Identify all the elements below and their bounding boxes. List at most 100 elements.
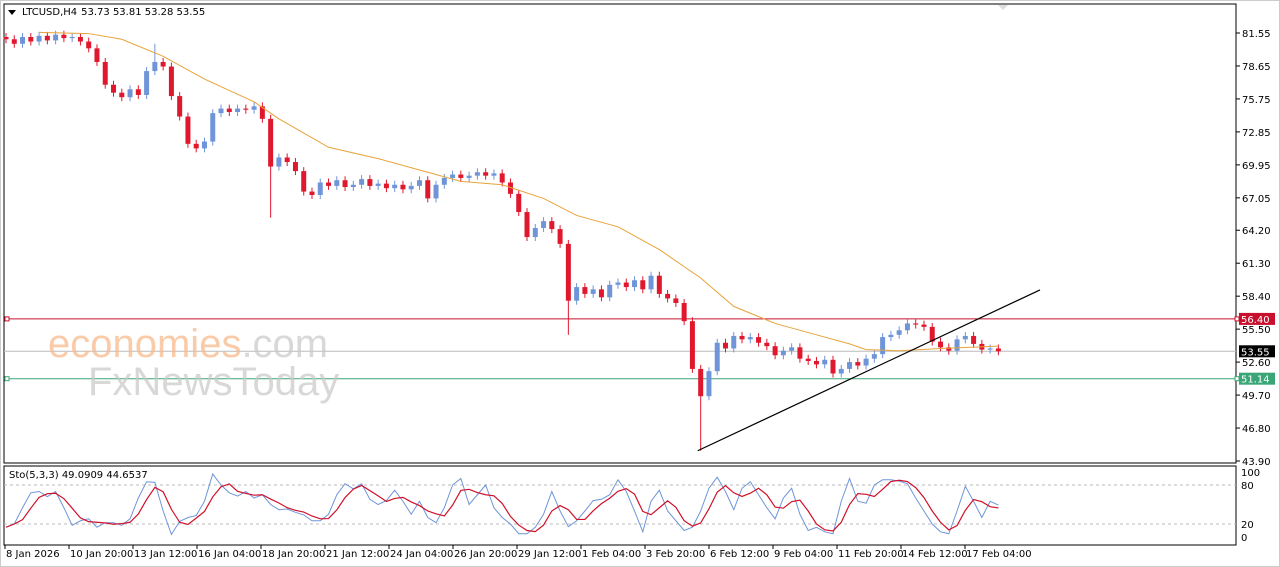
time-label: 21 Jan 12:00	[326, 549, 389, 560]
candle-body	[921, 324, 927, 327]
candle-body	[557, 229, 563, 244]
candle-body	[880, 337, 886, 355]
candle-body	[350, 184, 356, 188]
candle-body	[987, 348, 993, 350]
price-tick-label: 58.40	[1242, 292, 1271, 303]
candle-body	[152, 61, 158, 72]
candle-body	[772, 346, 778, 356]
candle-body	[127, 89, 133, 98]
resistance-price-badge	[1239, 312, 1275, 325]
stoch-axis-label: 80	[1241, 481, 1254, 492]
price-tick-label: 64.20	[1242, 226, 1271, 237]
candle-body	[375, 183, 381, 186]
time-label: 26 Jan 20:00	[454, 549, 517, 560]
candle-body	[466, 175, 472, 178]
collapse-triangle-icon[interactable]	[8, 10, 16, 15]
resistance-handle	[4, 316, 10, 322]
candle-body	[747, 337, 753, 340]
moving-average-line	[39, 31, 999, 352]
price-tick-label: 46.80	[1242, 424, 1271, 435]
candle-body	[673, 298, 679, 303]
time-label: 6 Feb 12:00	[710, 549, 769, 560]
time-label: 9 Feb 04:00	[774, 549, 833, 560]
candle-body	[3, 36, 9, 40]
candle-body	[458, 174, 464, 178]
candle-body	[822, 359, 828, 365]
candle-body	[524, 212, 530, 238]
candle-body	[756, 337, 762, 343]
candle-body	[135, 89, 141, 95]
candle-body	[284, 157, 290, 163]
candle-body	[309, 191, 315, 195]
candle-body	[144, 71, 150, 95]
candle-body	[251, 106, 257, 110]
candle-body	[549, 221, 555, 230]
price-tick-label: 75.75	[1242, 95, 1271, 106]
time-label: 18 Jan 20:00	[262, 549, 325, 560]
current-price-badge	[1239, 345, 1275, 358]
candle-body	[111, 84, 117, 93]
candle-body	[69, 36, 75, 39]
candle-body	[838, 368, 844, 374]
watermark-main: economies	[48, 322, 242, 366]
candle-body	[119, 92, 125, 98]
support-price-label: 51.14	[1241, 375, 1270, 386]
candle-body	[607, 284, 613, 298]
watermark-economies: economies.com	[48, 322, 328, 367]
candle-body	[632, 280, 638, 288]
candle-body	[301, 171, 307, 192]
candle-body	[77, 36, 83, 42]
candle-body	[334, 180, 340, 186]
candle-body	[739, 335, 745, 340]
resistance-handle	[1234, 316, 1240, 322]
candle-body	[971, 335, 977, 344]
candle-body	[995, 348, 1001, 352]
candle-body	[276, 157, 282, 167]
candle-body	[896, 330, 902, 335]
candle-body	[938, 341, 944, 348]
symbol-label: LTCUSD,H4	[22, 7, 78, 18]
price-tick-label: 72.85	[1242, 128, 1271, 139]
time-label: 14 Feb 12:00	[902, 549, 968, 560]
main-pane	[3, 3, 1237, 464]
candle-body	[235, 108, 241, 113]
candle-body	[764, 342, 770, 347]
support-price-badge	[1239, 372, 1275, 385]
chart-header: LTCUSD,H4 53.73 53.81 53.28 53.55	[8, 7, 205, 18]
candle-body	[665, 293, 671, 299]
candle-body	[392, 184, 398, 189]
candle-body	[441, 177, 447, 185]
price-tick-label: 49.70	[1242, 391, 1271, 402]
candle-body	[863, 358, 869, 366]
candle-body	[706, 371, 712, 397]
candle-body	[210, 113, 216, 142]
candle-body	[689, 321, 695, 369]
candle-body	[450, 174, 456, 178]
candle-body	[491, 173, 497, 176]
watermark-fxnewstoday: FxNewsToday	[88, 360, 340, 404]
candle-body	[797, 347, 803, 359]
candle-body	[499, 173, 505, 183]
time-label: 8 Jan 2026	[6, 549, 60, 560]
candle-body	[193, 143, 199, 149]
candle-body	[780, 350, 786, 356]
candle-body	[731, 335, 737, 349]
candle-body	[598, 289, 604, 298]
candle-body	[425, 180, 431, 199]
candle-body	[813, 360, 819, 365]
price-tick-label: 69.95	[1242, 161, 1271, 172]
candle-body	[400, 184, 406, 190]
price-tick-label: 55.50	[1242, 325, 1271, 336]
candle-body	[94, 48, 100, 62]
candle-body	[342, 180, 348, 188]
candle-body	[929, 326, 935, 342]
candle-body	[102, 61, 108, 85]
resistance-price-label: 56.40	[1241, 315, 1270, 326]
candle-body	[681, 302, 687, 322]
candle-body	[11, 39, 17, 44]
candle-body	[61, 34, 67, 39]
candle-body	[168, 66, 174, 97]
shift-marker-icon	[998, 5, 1008, 10]
candle-body	[177, 96, 183, 117]
